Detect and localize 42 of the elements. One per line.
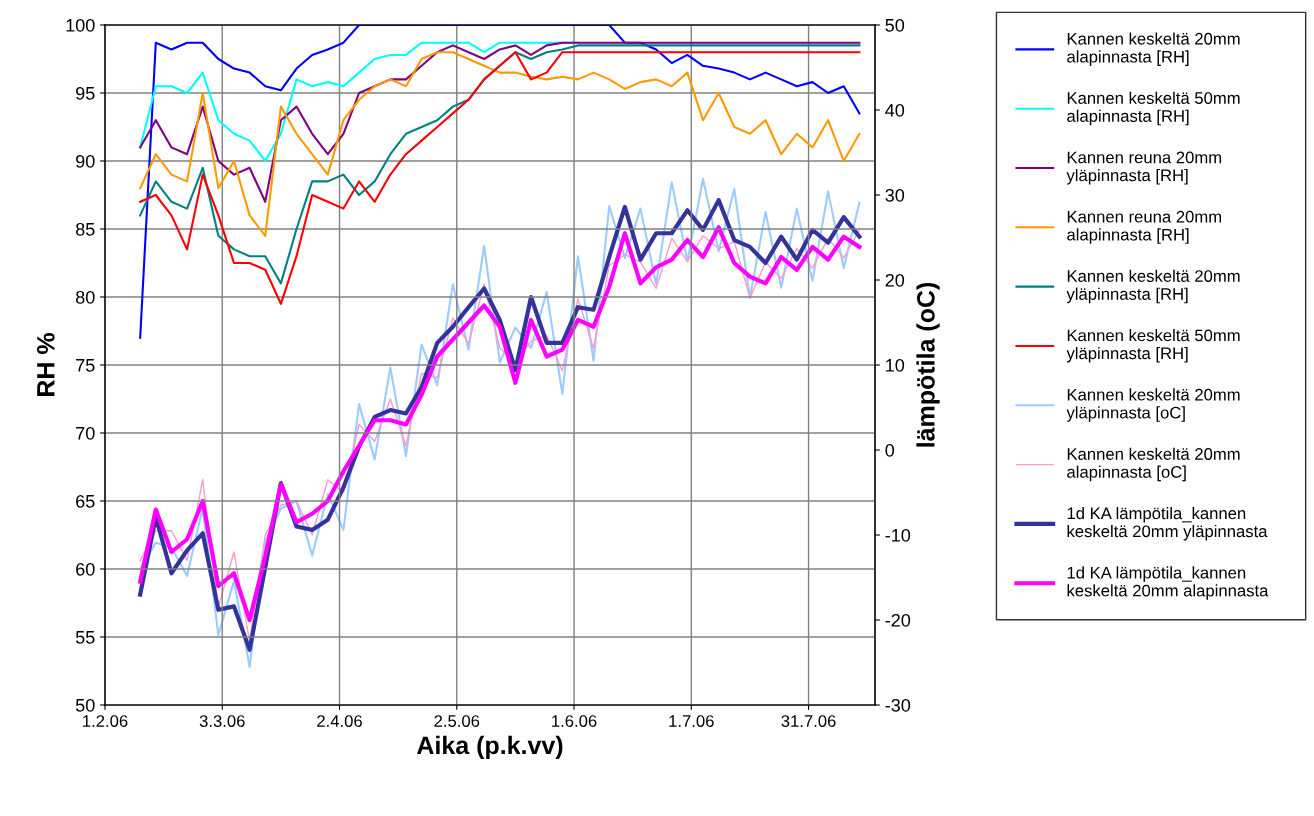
legend-label: Kannen keskeltä 20mm yläpinnasta [oC] — [1066, 388, 1240, 422]
x-tick-label: 3.3.06 — [199, 715, 245, 727]
y2-tick-label: 0 — [885, 443, 895, 457]
y-tick-label: 75 — [76, 359, 95, 372]
legend-label: Kannen keskeltä 50mm alapinnasta [RH] — [1067, 91, 1240, 126]
legend-label: Kannen reuna 20mm yläpinnasta [RH] — [1066, 151, 1222, 185]
y2-tick-label: 40 — [885, 103, 905, 117]
x-tick-label: 1.7.06 — [669, 715, 714, 727]
x-tick-label: 1.6.06 — [552, 715, 597, 727]
y-tick-label: 60 — [76, 562, 95, 576]
legend-label: Kannen keskeltä 20mm alapinnasta [oC] — [1067, 447, 1240, 482]
y2-tick-label: -30 — [885, 698, 911, 712]
y2-tick-label: 30 — [885, 188, 905, 202]
y2-tick-label: 20 — [885, 273, 905, 287]
x-tick-label: 1.2.06 — [83, 715, 128, 727]
legend-label: Kannen keskeltä 20mm yläpinnasta [RH] — [1066, 269, 1240, 304]
x-axis-title: Aika (p.k.vv) — [416, 735, 563, 760]
line-series — [139, 51, 861, 237]
y-tick-label: 100 — [66, 18, 95, 32]
y-axis-title: RH % — [37, 333, 55, 396]
y-tick-label: 50 — [75, 698, 95, 712]
y2-tick-label: -20 — [885, 613, 911, 627]
y-tick-label: 85 — [75, 222, 95, 236]
legend-label: 1d KA lämpötila_kannen keskeltä 20mm yläpinnasta — [1067, 506, 1268, 541]
y-tick-label: 80 — [75, 290, 95, 304]
x-tick-label: 2.5.06 — [434, 715, 480, 727]
y2-tick-label: 10 — [886, 358, 905, 372]
y2-tick-label: 50 — [885, 18, 905, 32]
y-tick-label: 55 — [75, 631, 95, 644]
y-tick-label: 70 — [76, 426, 95, 440]
legend-label: Kannen keskeltä 20mm alapinnasta [RH] — [1067, 32, 1240, 66]
y-tick-label: 90 — [76, 154, 95, 168]
x-tick-label: 31.7.06 — [781, 715, 836, 727]
y-tick-label: 95 — [76, 86, 95, 100]
legend-label: Kannen keskeltä 50mm yläpinnasta [RH] — [1066, 329, 1240, 363]
legend-label: 1d KA lämpötila_kannen keskeltä 20mm alapinnasta — [1067, 566, 1269, 600]
legend-label: Kannen reuna 20mm alapinnasta [RH] — [1067, 210, 1222, 244]
line-series — [139, 41, 861, 203]
x-tick-label: 2.4.06 — [317, 715, 362, 727]
y-tick-label: 65 — [76, 494, 95, 508]
y2-axis-title: lämpötila (oC) — [916, 282, 940, 447]
y2-tick-label: -10 — [885, 528, 911, 542]
